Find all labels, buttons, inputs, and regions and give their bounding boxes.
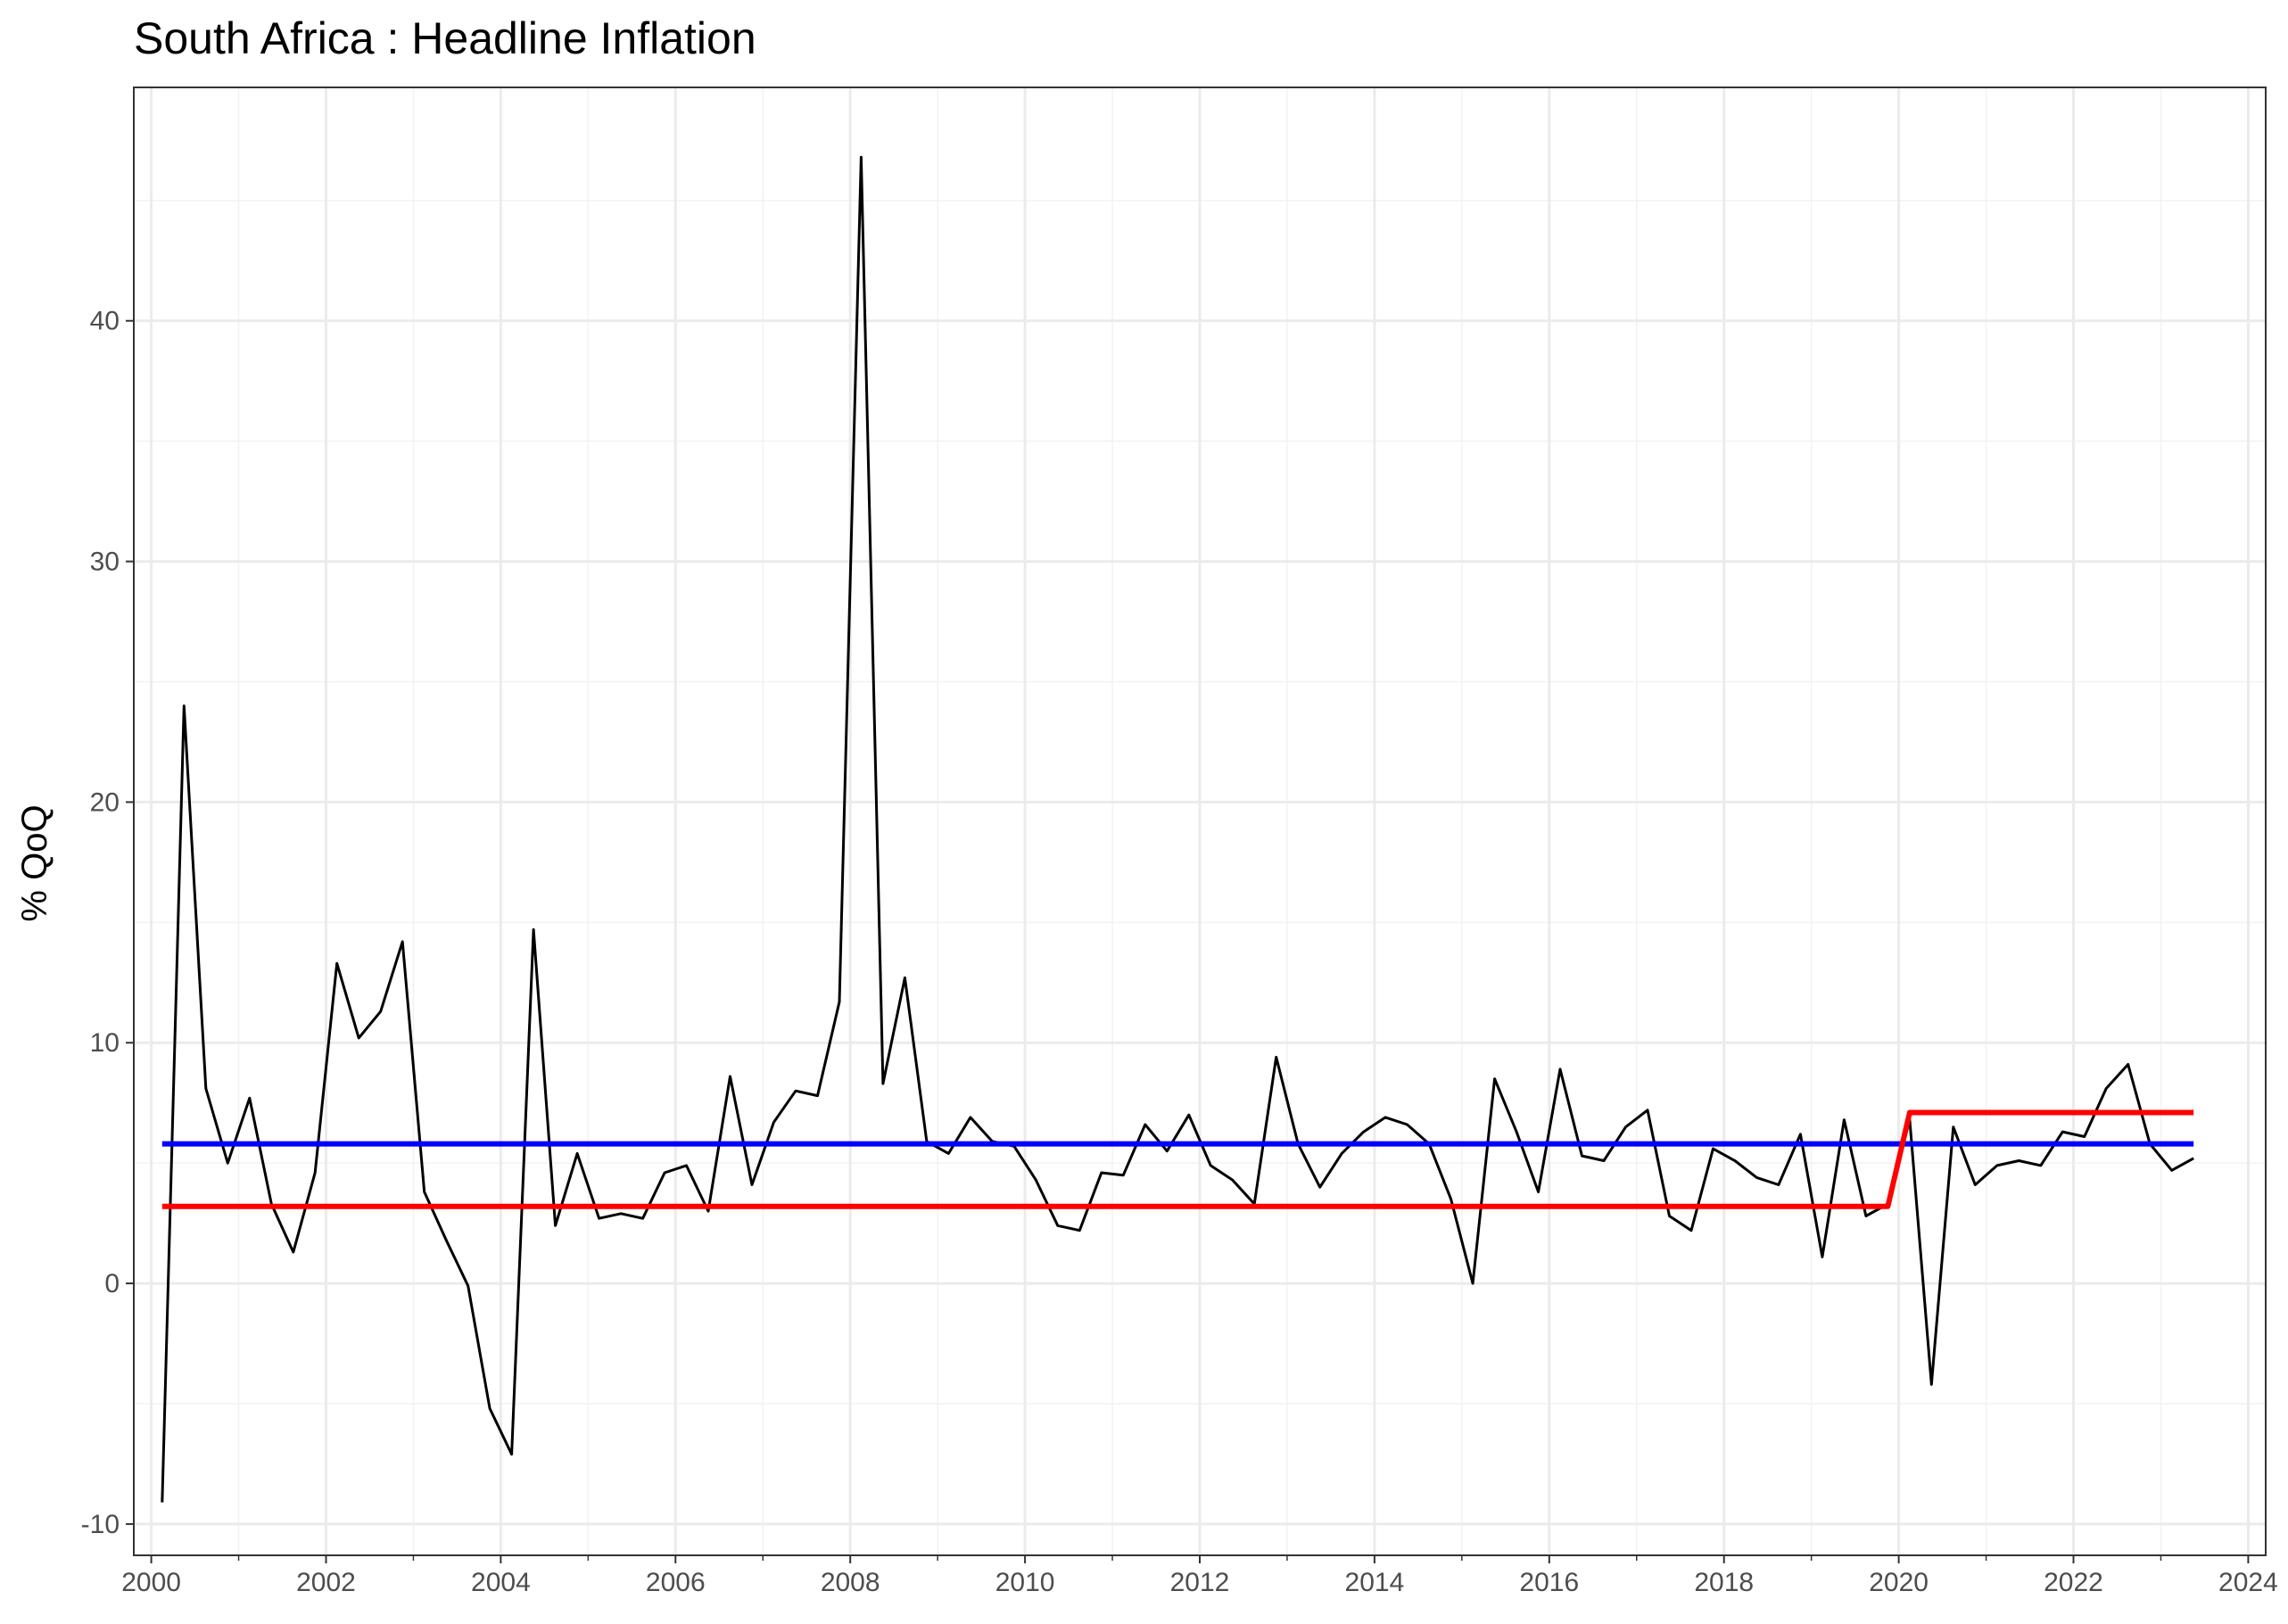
y-tick-label: 30 bbox=[90, 548, 120, 577]
y-tick-label: -10 bbox=[81, 1510, 120, 1539]
series-layer bbox=[161, 155, 2194, 1503]
y-axis-title: % QoQ bbox=[15, 804, 54, 921]
inflation-series-line bbox=[161, 155, 2194, 1503]
x-tick-label: 2016 bbox=[1519, 1568, 1579, 1597]
y-tick-label: 20 bbox=[90, 787, 120, 817]
x-tick-label: 2012 bbox=[1170, 1568, 1230, 1597]
x-axis: 2000 2002 2004 2006 2008 2010 2012 2014 2016 2018… bbox=[121, 1555, 2278, 1597]
x-tick-label: 2024 bbox=[2218, 1568, 2278, 1597]
x-tick-label: 2000 bbox=[121, 1568, 181, 1597]
x-tick-label: 2002 bbox=[296, 1568, 356, 1597]
x-tick-label: 2010 bbox=[995, 1568, 1055, 1597]
y-tick-label: 40 bbox=[90, 307, 120, 336]
x-tick-label: 2022 bbox=[2044, 1568, 2103, 1597]
target-line bbox=[161, 1109, 2194, 1209]
x-tick-label: 2014 bbox=[1345, 1568, 1405, 1597]
x-tick-label: 2008 bbox=[821, 1568, 880, 1597]
x-tick-label: 2020 bbox=[1869, 1568, 1929, 1597]
y-axis: -10 0 10 20 30 40 bbox=[81, 307, 134, 1539]
y-tick-label: 0 bbox=[104, 1269, 120, 1298]
y-tick-label: 10 bbox=[90, 1028, 120, 1058]
chart-title: South Africa : Headline Inflation bbox=[134, 13, 756, 63]
x-tick-label: 2004 bbox=[471, 1568, 531, 1597]
grid-major bbox=[134, 87, 2266, 1555]
x-tick-label: 2018 bbox=[1694, 1568, 1754, 1597]
x-tick-label: 2006 bbox=[646, 1568, 706, 1597]
